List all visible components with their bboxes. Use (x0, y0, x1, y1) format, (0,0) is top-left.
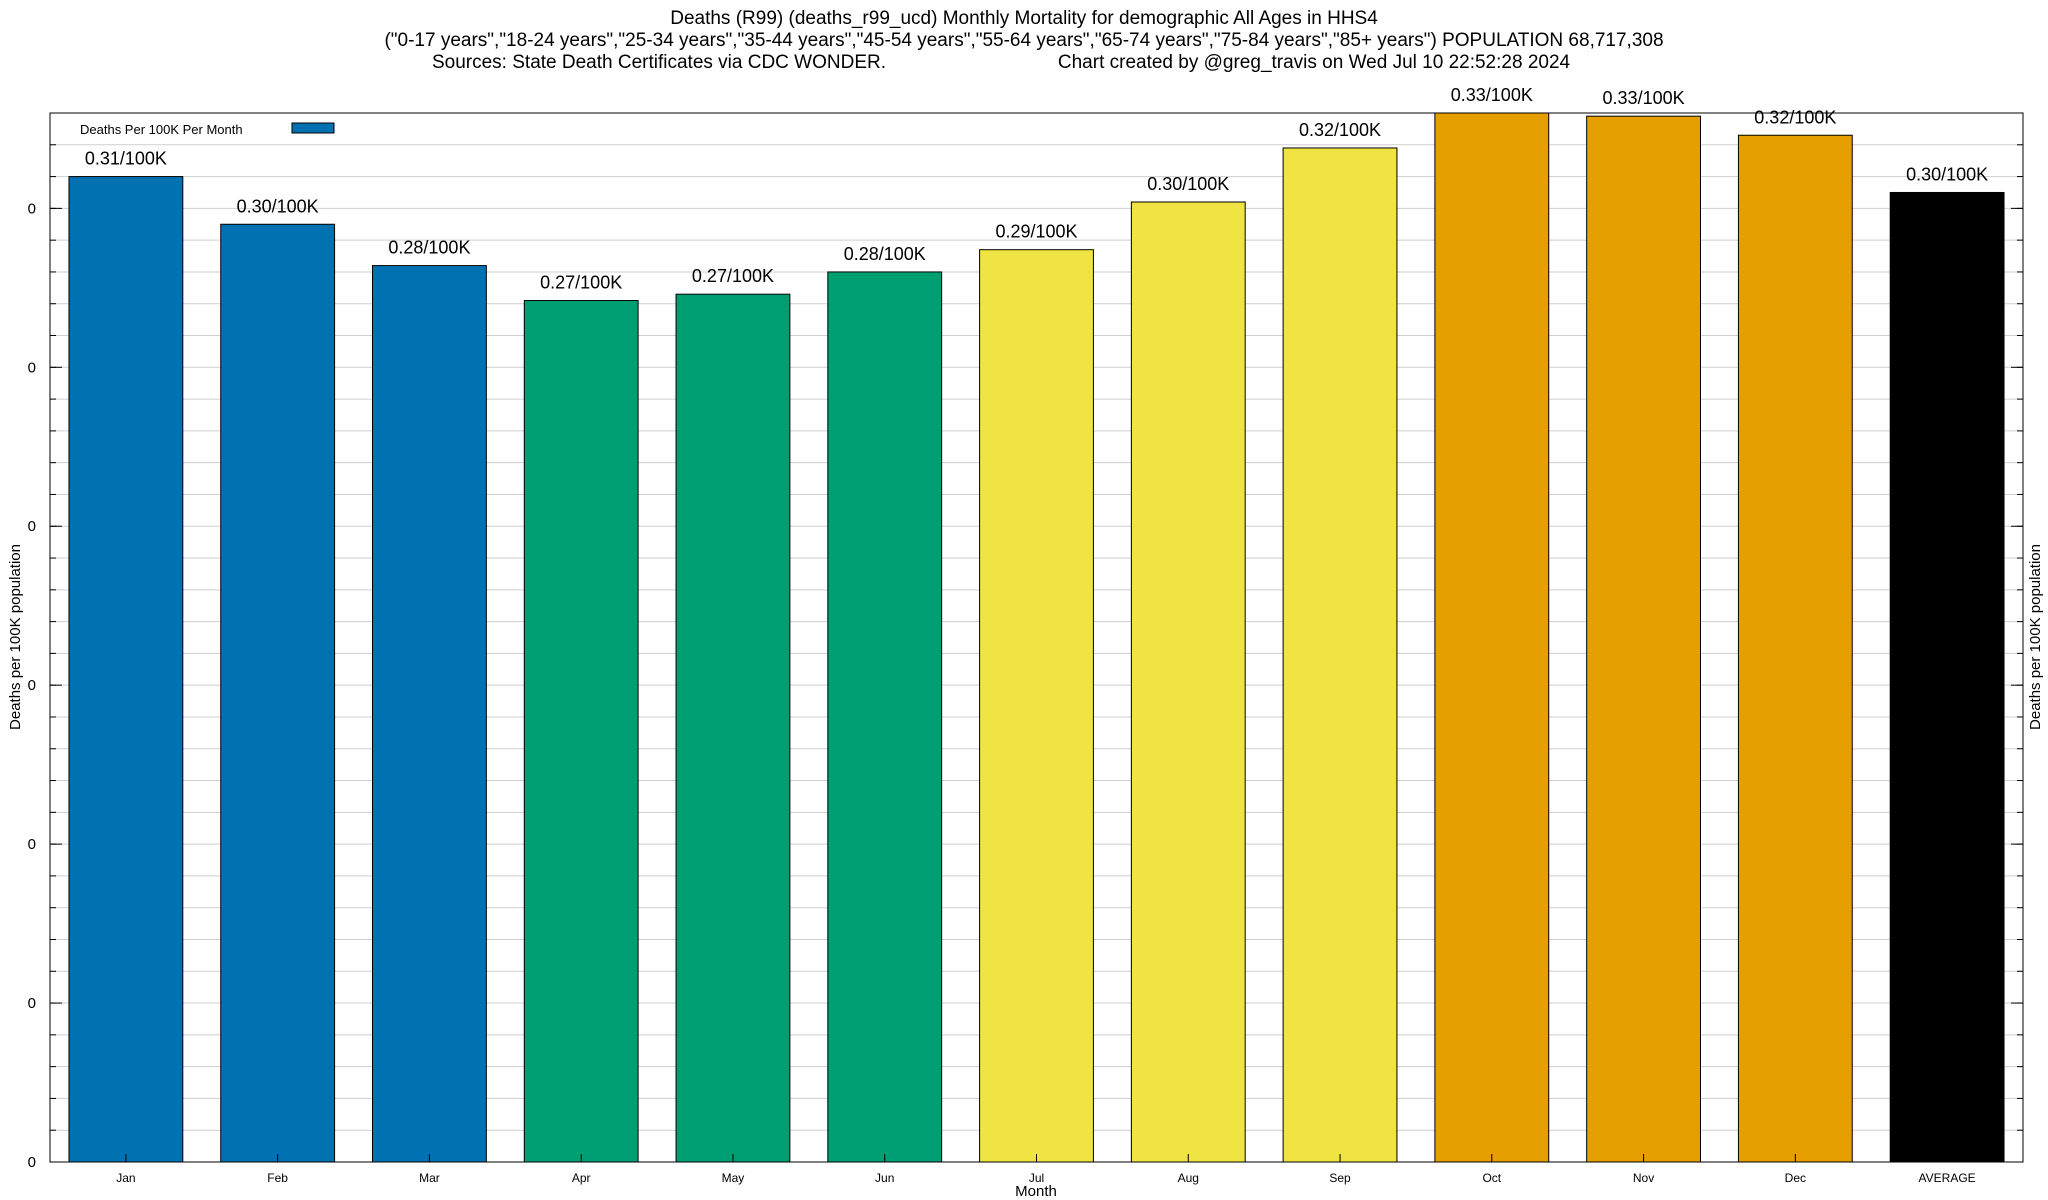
legend: Deaths Per 100K Per Month (80, 122, 335, 137)
y-tick-label: 0 (28, 836, 36, 853)
x-tick-label: Nov (1633, 1171, 1654, 1185)
title-line-2: ("0-17 years","18-24 years","25-34 years… (384, 30, 1663, 51)
bar-feb (220, 223, 336, 1163)
y-axis-label-left: Deaths per 100K population (7, 544, 24, 730)
y-tick-label: 0 (28, 1154, 36, 1171)
bar-apr (523, 300, 639, 1163)
labels-layer: 0.31/100K Jan 0.30/100K Feb 0.28/100K Mar 0.27… (85, 85, 1988, 1185)
data-label: 0.31/100K (85, 149, 167, 169)
data-label: 0.29/100K (995, 222, 1077, 242)
x-tick-label: Jul (1029, 1171, 1044, 1185)
x-tick-label: May (722, 1171, 745, 1185)
data-label: 0.30/100K (1147, 174, 1229, 194)
x-tick-label: Sep (1329, 1171, 1351, 1185)
data-label: 0.30/100K (237, 196, 319, 216)
x-tick-label: Jun (875, 1171, 894, 1185)
legend-swatch (291, 122, 335, 134)
y-tick-label: 0 (28, 677, 36, 694)
data-label: 0.30/100K (1906, 164, 1988, 184)
bar-aug (1130, 201, 1246, 1163)
bars-layer (68, 112, 2005, 1163)
x-tick-label: Jan (116, 1171, 135, 1185)
bar-nov (1586, 115, 1701, 1163)
x-tick-label: Mar (419, 1171, 440, 1185)
bar-average (1889, 191, 2005, 1163)
axis-layer: 0 0 0 0 0 0 0 (28, 144, 2023, 1171)
data-label: 0.32/100K (1754, 107, 1836, 127)
title-line-3-left: Sources: State Death Certificates via CD… (432, 52, 886, 73)
y-tick-label: 0 (28, 995, 36, 1012)
data-label: 0.33/100K (1603, 88, 1685, 108)
x-tick-label: Dec (1785, 1171, 1806, 1185)
x-axis-label: Month (1015, 1183, 1057, 1200)
data-label: 0.28/100K (388, 238, 470, 258)
bar-jan (68, 176, 184, 1163)
x-tick-label: Feb (267, 1171, 288, 1185)
chart-title: Deaths (R99) (deaths_r99_ucd) Monthly Mo… (384, 8, 1663, 73)
data-label: 0.32/100K (1299, 120, 1381, 140)
y-tick-label: 0 (28, 359, 36, 376)
data-label: 0.33/100K (1451, 85, 1533, 105)
bar-mar (372, 265, 487, 1163)
data-label: 0.27/100K (540, 273, 622, 293)
bar-jul (979, 249, 1094, 1163)
x-tick-label: Apr (572, 1171, 591, 1185)
y-axis-label-right: Deaths per 100K population (2027, 544, 2044, 730)
title-line-3-right: Chart created by @greg_travis on Wed Jul… (1058, 52, 1571, 73)
bar-may (675, 293, 791, 1163)
bar-oct (1434, 112, 1550, 1163)
bar-dec (1737, 134, 1853, 1163)
title-line-1: Deaths (R99) (deaths_r99_ucd) Monthly Mo… (670, 8, 1378, 29)
x-tick-label: Aug (1178, 1171, 1199, 1185)
x-tick-label: AVERAGE (1919, 1171, 1976, 1185)
y-tick-label: 0 (28, 518, 36, 535)
y-tick-label: 0 (28, 200, 36, 217)
legend-label: Deaths Per 100K Per Month (80, 122, 243, 137)
data-label: 0.28/100K (844, 244, 926, 264)
bar-sep (1282, 147, 1398, 1163)
data-label: 0.27/100K (692, 266, 774, 286)
bar-jun (827, 271, 943, 1163)
x-tick-label: Oct (1482, 1171, 1501, 1185)
